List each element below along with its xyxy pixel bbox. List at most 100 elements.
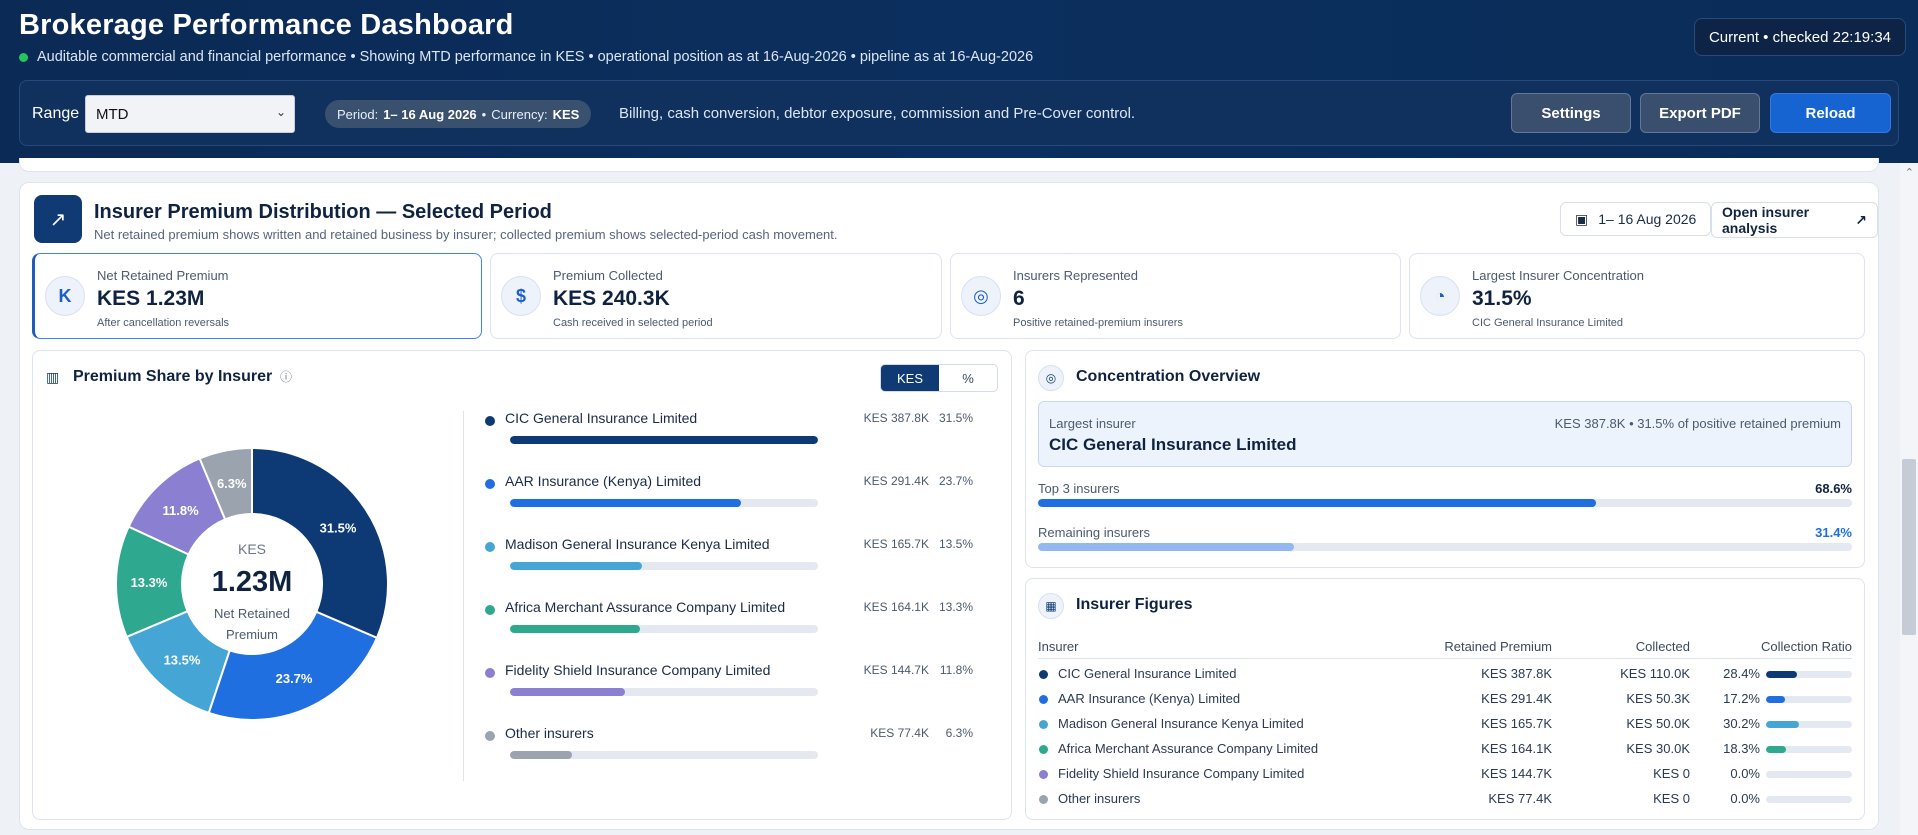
table-row[interactable]: Madison General Insurance Kenya Limited K… bbox=[1038, 715, 1852, 740]
kpi-insurers-represented[interactable]: ◎ Insurers Represented 6 Positive retain… bbox=[950, 253, 1401, 339]
row-ratio: 17.2% bbox=[1723, 691, 1760, 706]
top3-fill bbox=[1038, 499, 1597, 507]
reload-button[interactable]: Reload bbox=[1770, 93, 1891, 133]
section-subtitle: Net retained premium shows written and r… bbox=[94, 227, 838, 242]
legend-name: Madison General Insurance Kenya Limited bbox=[505, 536, 770, 552]
legend-percent: 31.5% bbox=[938, 411, 973, 425]
legend-dot bbox=[485, 479, 495, 489]
row-collected: KES 0 bbox=[1653, 766, 1690, 781]
range-label: Range bbox=[32, 105, 80, 122]
scrollbar-thumb[interactable] bbox=[1902, 459, 1916, 635]
period-value: 1– 16 Aug 2026 bbox=[383, 106, 477, 122]
row-dot bbox=[1039, 745, 1048, 754]
row-ratio: 30.2% bbox=[1723, 716, 1760, 731]
donut-slice[interactable] bbox=[251, 446, 389, 640]
top3-value: 68.6% bbox=[1815, 481, 1852, 496]
donut-center-value: 1.23M bbox=[212, 566, 293, 598]
kpi-note: After cancellation reversals bbox=[97, 317, 230, 329]
period-label: Period: bbox=[337, 106, 379, 122]
kpi-label: Premium Collected bbox=[553, 268, 663, 283]
currency-value: KES bbox=[552, 106, 580, 122]
date-range-text: 1– 16 Aug 2026 bbox=[1598, 211, 1697, 227]
row-retained: KES 387.8K bbox=[1481, 666, 1552, 681]
legend-bar-track bbox=[510, 625, 818, 633]
slice-label: 23.7% bbox=[276, 671, 313, 686]
shilling-icon: K bbox=[45, 276, 85, 316]
range-select[interactable]: MTD ⌄ bbox=[85, 95, 295, 133]
legend-bar-fill bbox=[510, 751, 572, 759]
col-ratio: Collection Ratio bbox=[1760, 639, 1852, 654]
table-row[interactable]: CIC General Insurance Limited KES 387.8K K… bbox=[1038, 665, 1852, 690]
trend-arrow-icon: ↗ bbox=[34, 195, 82, 243]
row-retained: KES 291.4K bbox=[1481, 691, 1552, 706]
largest-insurer-detail: KES 387.8K • 31.5% of positive retained … bbox=[1554, 416, 1841, 431]
largest-insurer-name: CIC General Insurance Limited bbox=[1049, 435, 1297, 454]
scroll-up-icon[interactable]: ⌃ bbox=[1904, 167, 1914, 179]
top3-track bbox=[1038, 499, 1852, 507]
external-link-icon: ↗ bbox=[1855, 211, 1867, 228]
donut-center-label-2: Premium bbox=[226, 627, 278, 642]
table-row[interactable]: Fidelity Shield Insurance Company Limite… bbox=[1038, 765, 1852, 790]
kpi-value: KES 1.23M bbox=[97, 287, 205, 310]
insurer-distribution-card: ↗ Insurer Premium Distribution — Selecte… bbox=[19, 182, 1879, 830]
legend-amount: KES 387.8K bbox=[863, 411, 929, 425]
legend-bar-track bbox=[510, 688, 818, 696]
export-pdf-button[interactable]: Export PDF bbox=[1640, 93, 1760, 133]
legend-bar-track bbox=[510, 751, 818, 759]
row-insurer: Africa Merchant Assurance Company Limite… bbox=[1058, 741, 1319, 756]
open-insurer-analysis-link[interactable]: Open insurer analysis ↗ bbox=[1711, 202, 1878, 238]
donut-center-currency: KES bbox=[238, 541, 266, 557]
date-range-chip[interactable]: ▣ 1– 16 Aug 2026 bbox=[1560, 202, 1712, 236]
table-row[interactable]: Other insurers KES 77.4K KES 0 0.0% bbox=[1038, 790, 1852, 815]
donut-slice[interactable] bbox=[115, 525, 190, 639]
donut-slice[interactable] bbox=[125, 609, 232, 715]
legend-item[interactable]: Fidelity Shield Insurance Company Limite… bbox=[485, 659, 987, 711]
legend-name: Africa Merchant Assurance Company Limite… bbox=[505, 599, 786, 615]
toggle-kes[interactable]: KES bbox=[881, 365, 939, 391]
legend-item[interactable]: Other insurers KES 77.4K 6.3% bbox=[485, 722, 987, 774]
col-retained: Retained Premium bbox=[1444, 639, 1552, 654]
table-row[interactable]: AAR Insurance (Kenya) Limited KES 291.4K K… bbox=[1038, 690, 1852, 715]
ratio-fill bbox=[1766, 721, 1799, 728]
premium-donut-chart: KES 1.23M Net Retained Premium 31.5% 23.7… bbox=[115, 446, 389, 721]
legend-percent: 6.3% bbox=[945, 726, 973, 740]
ratio-track bbox=[1766, 746, 1852, 753]
dashboard-header: Brokerage Performance Dashboard Auditabl… bbox=[0, 0, 1918, 163]
donut-slice[interactable] bbox=[207, 610, 379, 721]
kpi-premium-collected[interactable]: $ Premium Collected KES 240.3K Cash rece… bbox=[490, 253, 942, 339]
concentration-title: Concentration Overview bbox=[1076, 368, 1261, 385]
kpi-largest-insurer-concentration[interactable]: ◔ Largest Insurer Concentration 31.5% CI… bbox=[1409, 253, 1865, 339]
row-collected: KES 50.0K bbox=[1626, 716, 1690, 731]
legend-percent: 13.3% bbox=[938, 600, 973, 614]
info-icon[interactable]: ⓘ bbox=[280, 370, 293, 384]
legend-name: CIC General Insurance Limited bbox=[505, 410, 698, 426]
ratio-track bbox=[1766, 721, 1852, 728]
legend-item[interactable]: AAR Insurance (Kenya) Limited KES 291.4K 2… bbox=[485, 470, 987, 522]
kpi-label: Net Retained Premium bbox=[97, 268, 229, 283]
legend-item[interactable]: CIC General Insurance Limited KES 387.8K 3… bbox=[485, 407, 987, 459]
top3-label: Top 3 insurers bbox=[1038, 481, 1120, 496]
settings-button[interactable]: Settings bbox=[1511, 93, 1631, 133]
donut-slice[interactable] bbox=[127, 457, 227, 556]
legend-item[interactable]: Africa Merchant Assurance Company Limite… bbox=[485, 596, 987, 648]
legend-item[interactable]: Madison General Insurance Kenya Limited K… bbox=[485, 533, 987, 585]
remaining-fill bbox=[1038, 543, 1294, 551]
remaining-value: 31.4% bbox=[1815, 525, 1852, 540]
col-insurer: Insurer bbox=[1038, 639, 1079, 654]
largest-insurer-box: Largest insurer CIC General Insurance Li… bbox=[1038, 401, 1852, 467]
row-insurer: CIC General Insurance Limited bbox=[1058, 666, 1237, 681]
row-ratio: 0.0% bbox=[1730, 791, 1760, 806]
period-separator: • bbox=[481, 106, 487, 122]
ratio-track bbox=[1766, 696, 1852, 703]
premium-share-panel: ▥ Premium Share by Insurer ⓘ KES % KES 1… bbox=[32, 350, 1012, 820]
toggle-percent[interactable]: % bbox=[962, 370, 974, 386]
pie-icon: ◔ bbox=[1420, 276, 1460, 316]
ratio-track bbox=[1766, 771, 1852, 778]
table-row[interactable]: Africa Merchant Assurance Company Limite… bbox=[1038, 740, 1852, 765]
previous-card-edge bbox=[19, 158, 1879, 172]
subtitle-text: Auditable commercial and financial perfo… bbox=[37, 49, 1034, 65]
kpi-net-retained-premium[interactable]: K Net Retained Premium KES 1.23M After c… bbox=[32, 253, 482, 339]
chevron-down-icon: ⌄ bbox=[275, 105, 286, 119]
legend-percent: 23.7% bbox=[938, 474, 973, 488]
legend-amount: KES 291.4K bbox=[863, 474, 929, 488]
